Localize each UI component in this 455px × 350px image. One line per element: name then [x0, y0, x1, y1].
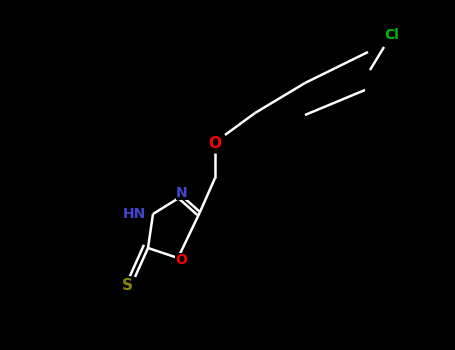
Text: N: N: [176, 186, 188, 200]
Text: O: O: [175, 253, 187, 267]
Text: Cl: Cl: [384, 28, 399, 42]
Text: S: S: [121, 278, 132, 293]
Text: O: O: [208, 135, 222, 150]
Text: HN: HN: [123, 207, 146, 221]
